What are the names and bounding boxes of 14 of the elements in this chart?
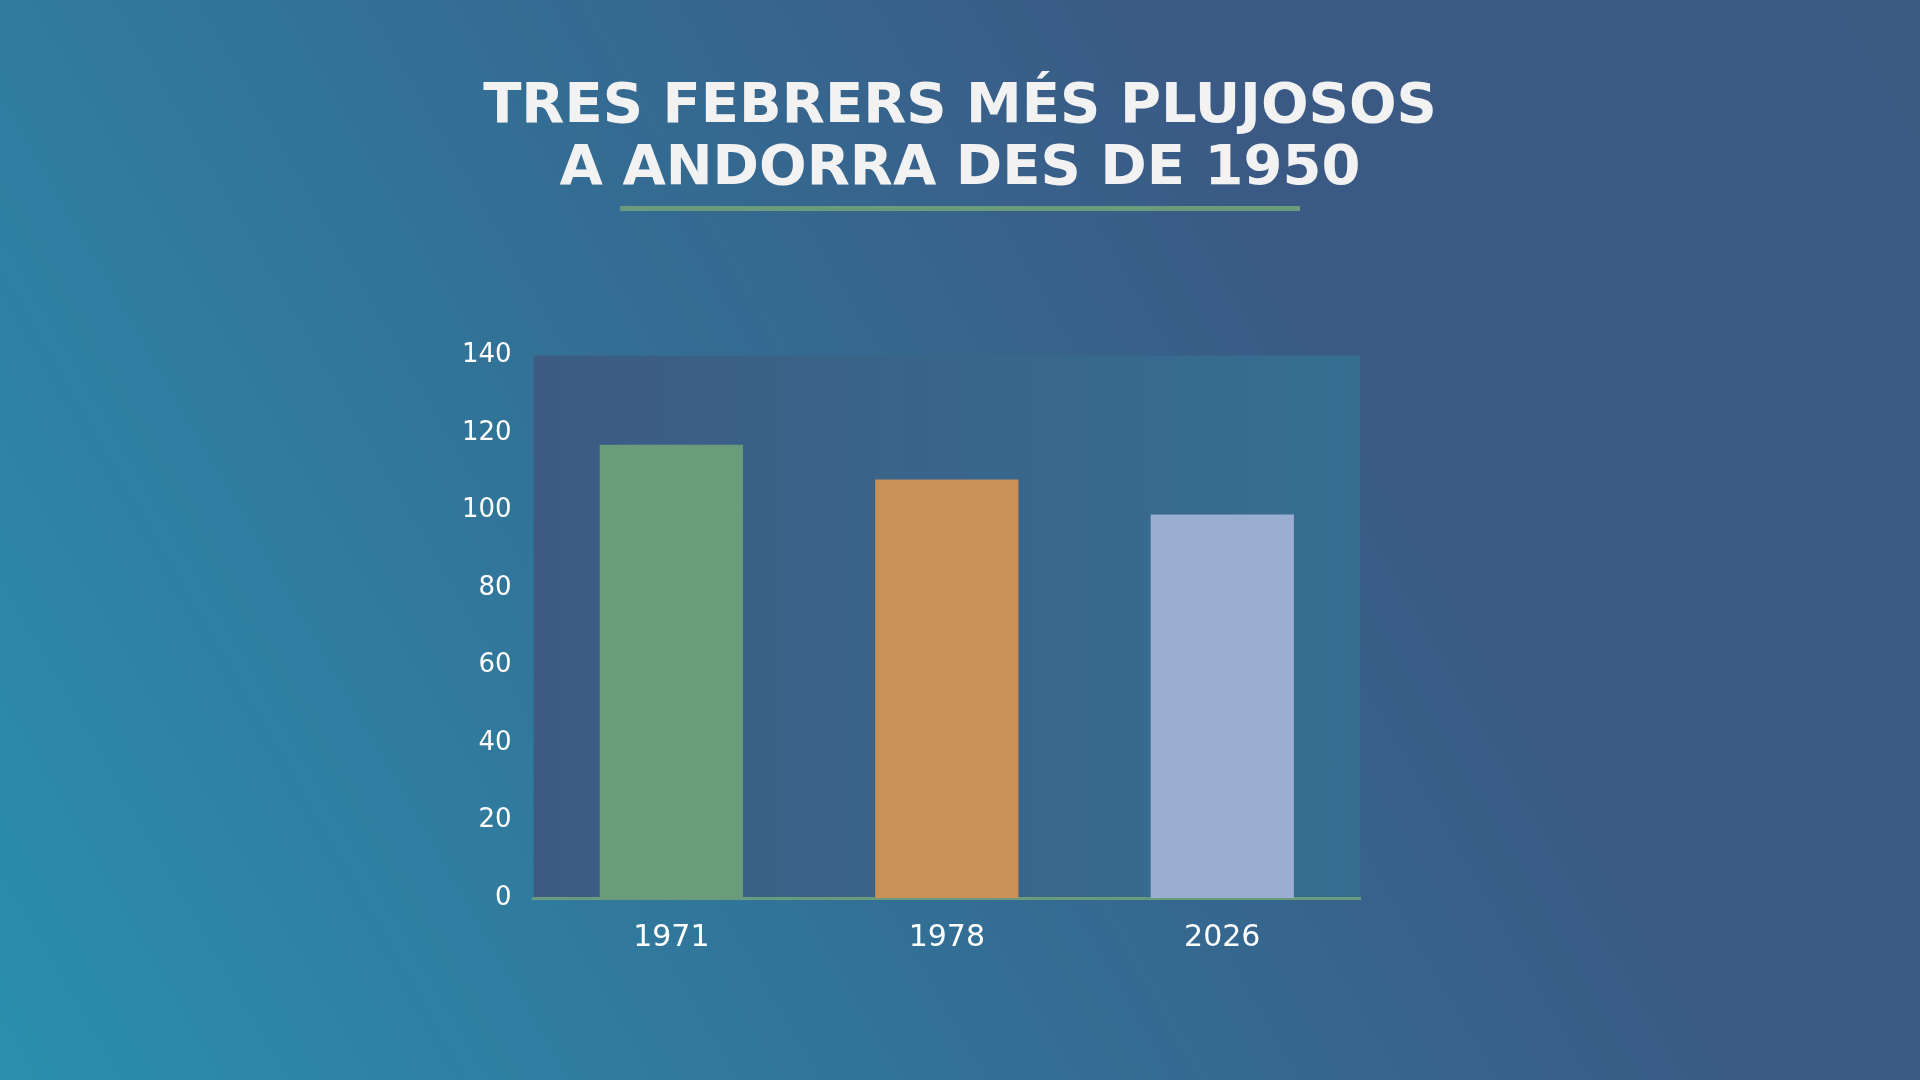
y-tick-label: 40 (478, 725, 512, 756)
y-tick-label: 100 (461, 493, 512, 524)
x-tick-label: 2026 (1184, 917, 1261, 953)
bar (875, 479, 1019, 898)
y-tick-label: 60 (478, 648, 512, 679)
y-tick-label: 20 (478, 803, 512, 834)
chart-title: TRES FEBRERS MÉS PLUJOSOS A ANDORRA DES DE 1950 (482, 70, 1438, 197)
y-tick-label: 140 (461, 338, 512, 369)
y-tick-label: 80 (478, 570, 512, 601)
bar (1150, 514, 1294, 898)
y-tick-label: 0 (495, 880, 512, 911)
x-tick-label: 1978 (908, 917, 985, 953)
y-tick-label: 120 (461, 415, 512, 446)
x-tick-label: 1971 (633, 917, 710, 953)
